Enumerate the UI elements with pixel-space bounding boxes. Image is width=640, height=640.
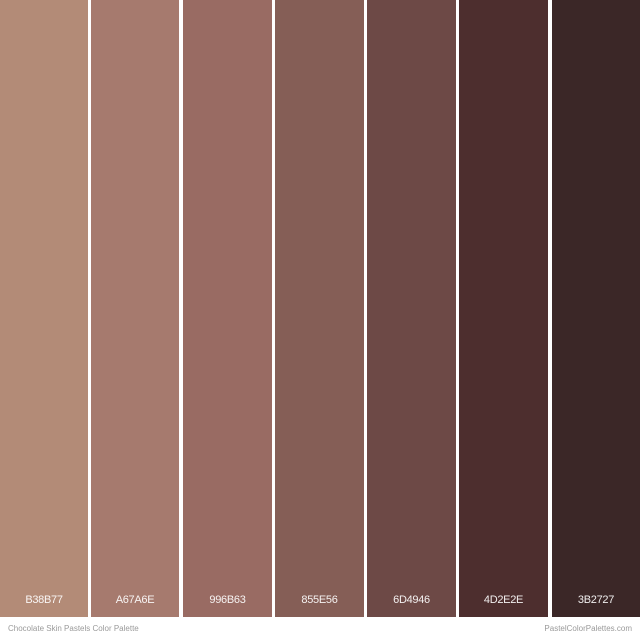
swatch-hex-label: 4D2E2E: [459, 594, 548, 606]
color-swatch: 6D4946: [367, 0, 456, 617]
color-swatch: A67A6E: [91, 0, 179, 617]
swatch-hex-label: 996B63: [183, 594, 272, 606]
color-swatch: 4D2E2E: [459, 0, 548, 617]
palette-footer: Chocolate Skin Pastels Color Palette Pas…: [0, 617, 640, 640]
color-swatch: 996B63: [183, 0, 272, 617]
color-swatch: 3B2727: [552, 0, 640, 617]
color-swatch: 855E56: [275, 0, 364, 617]
swatch-hex-label: A67A6E: [91, 594, 179, 606]
swatch-hex-label: B38B77: [0, 594, 88, 606]
color-palette: B38B77 A67A6E 996B63 855E56 6D4946 4D2E2…: [0, 0, 640, 617]
color-swatch: B38B77: [0, 0, 88, 617]
swatch-hex-label: 855E56: [275, 594, 364, 606]
swatch-hex-label: 6D4946: [367, 594, 456, 606]
swatch-hex-label: 3B2727: [552, 594, 640, 606]
site-credit: PastelColorPalettes.com: [544, 624, 632, 633]
palette-title: Chocolate Skin Pastels Color Palette: [8, 624, 139, 633]
